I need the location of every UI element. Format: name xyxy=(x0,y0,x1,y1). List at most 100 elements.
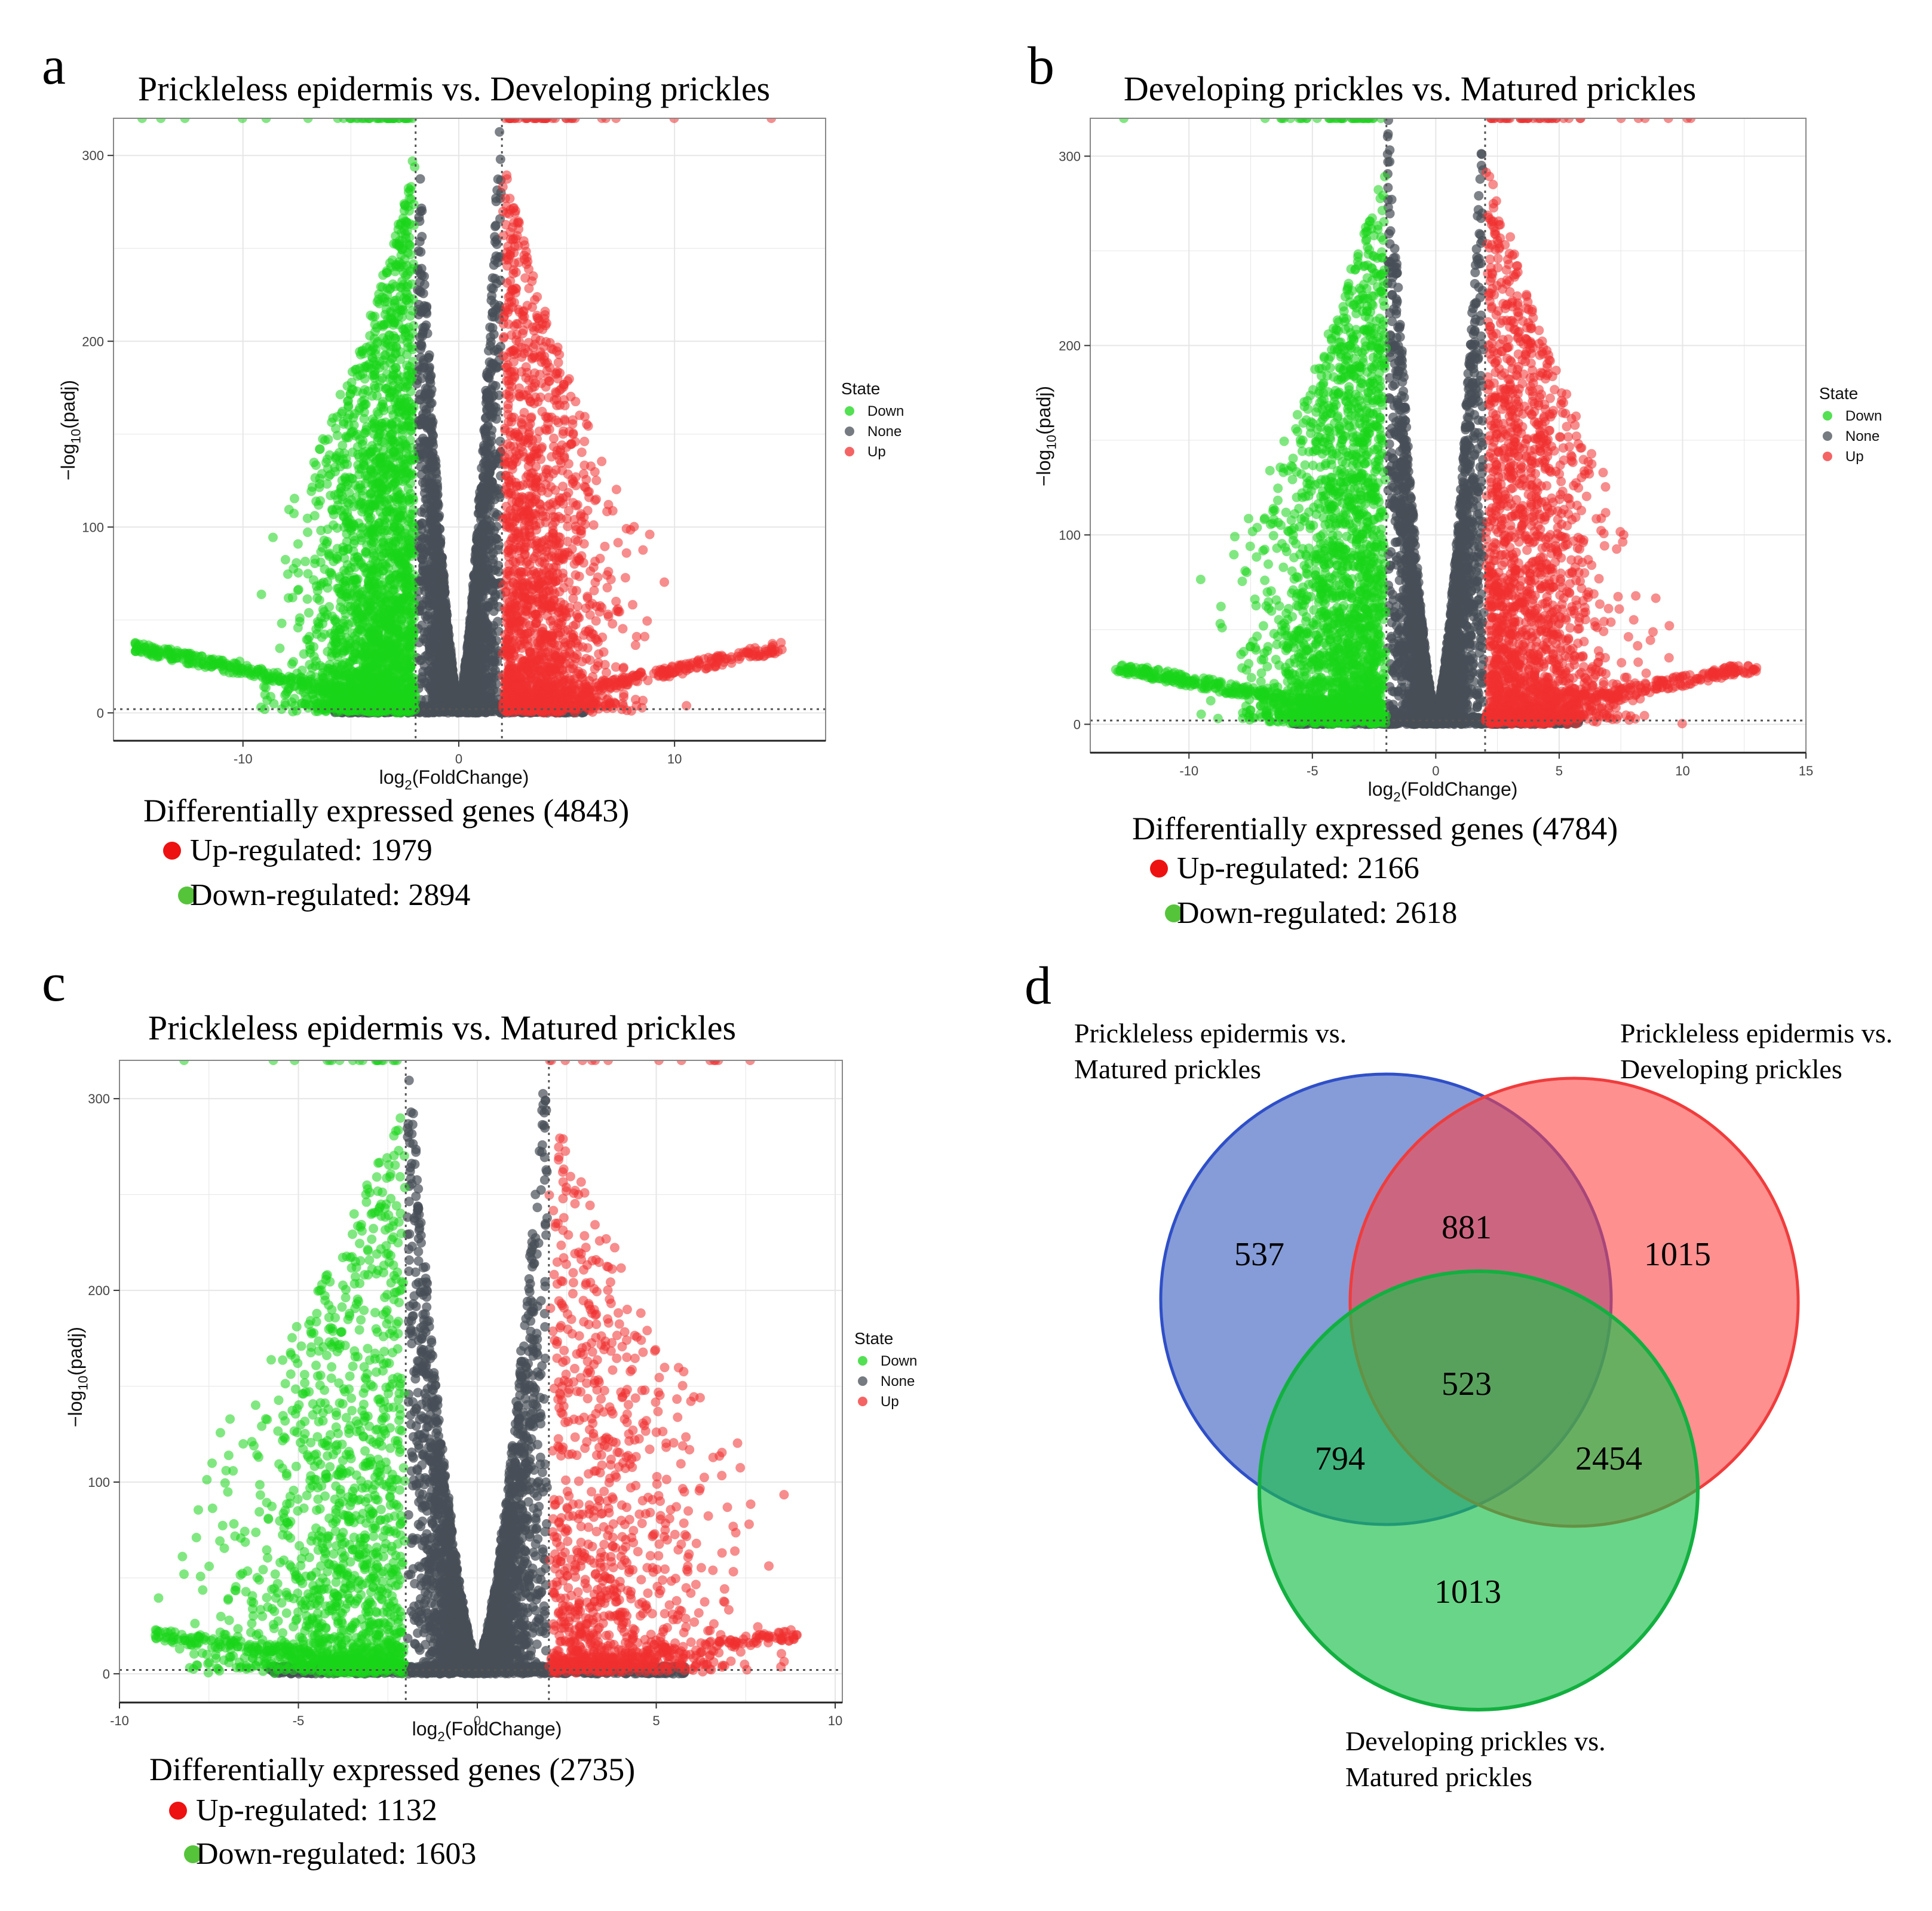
none-point xyxy=(423,444,433,455)
none-point xyxy=(416,203,427,213)
none-point xyxy=(443,637,453,647)
none-point xyxy=(486,404,496,414)
none-point xyxy=(482,391,492,401)
none-point xyxy=(419,488,430,498)
none-point xyxy=(486,443,496,453)
none-point xyxy=(456,699,466,709)
none-point xyxy=(429,625,439,635)
none-point xyxy=(426,529,436,539)
none-point xyxy=(416,470,427,480)
none-point xyxy=(444,658,454,668)
none-point xyxy=(489,655,499,665)
none-point xyxy=(459,676,470,686)
none-point xyxy=(432,706,442,716)
none-point xyxy=(441,671,452,681)
none-point xyxy=(486,623,496,633)
none-point xyxy=(480,492,490,502)
none-point xyxy=(489,508,499,518)
none-point xyxy=(470,570,480,581)
volcano-panel-a: a Prickleless epidermis vs. Developing pr… xyxy=(42,36,904,912)
none-point xyxy=(470,695,480,705)
none-point xyxy=(463,654,473,664)
none-point xyxy=(487,290,497,300)
none-point xyxy=(465,640,476,651)
none-point xyxy=(425,375,435,385)
none-point xyxy=(486,283,496,293)
none-point xyxy=(427,427,437,437)
none-point xyxy=(495,154,505,164)
none-point xyxy=(435,604,445,614)
none-point xyxy=(421,320,431,330)
none-point xyxy=(434,652,444,662)
none-point xyxy=(433,489,443,499)
none-point xyxy=(415,277,425,287)
none-point xyxy=(413,246,424,256)
none-point xyxy=(491,251,501,261)
none-point xyxy=(422,308,432,318)
none-point xyxy=(486,521,496,531)
none-point xyxy=(418,554,428,565)
none-point xyxy=(487,323,498,333)
none-point xyxy=(433,500,443,510)
none-point xyxy=(472,535,482,545)
none-point xyxy=(473,562,483,572)
down-point xyxy=(303,527,313,537)
none-point xyxy=(495,127,505,137)
none-point xyxy=(487,586,498,596)
none-point xyxy=(425,462,436,472)
none-point xyxy=(479,458,489,468)
down-point xyxy=(280,554,290,565)
none-point xyxy=(480,664,490,674)
none-point xyxy=(428,437,438,447)
none-point xyxy=(468,605,479,615)
none-point xyxy=(414,212,424,222)
none-point xyxy=(480,428,490,438)
down-point xyxy=(299,649,309,659)
none-point xyxy=(479,582,489,592)
none-point xyxy=(424,352,434,363)
none-point xyxy=(485,465,495,476)
none-point xyxy=(430,694,440,704)
none-point xyxy=(424,403,434,413)
none-point xyxy=(495,436,505,446)
panel-letter: a xyxy=(42,36,66,96)
none-point xyxy=(491,361,501,372)
down-point xyxy=(302,594,312,604)
none-point xyxy=(425,362,435,372)
down-point xyxy=(293,539,303,549)
none-point xyxy=(489,312,499,322)
none-point xyxy=(438,585,449,595)
none-point xyxy=(431,468,441,478)
none-point xyxy=(487,477,497,487)
none-point xyxy=(465,614,475,624)
none-point xyxy=(431,522,441,532)
none-point xyxy=(477,643,487,653)
none-point xyxy=(493,174,503,185)
none-point xyxy=(495,214,505,224)
none-point xyxy=(487,672,497,682)
none-point xyxy=(477,508,487,519)
none-point xyxy=(415,332,425,342)
none-point xyxy=(486,337,496,347)
none-point xyxy=(489,486,499,496)
none-point xyxy=(470,591,480,601)
down-point xyxy=(338,440,348,450)
none-point xyxy=(441,693,451,703)
none-point xyxy=(466,627,476,637)
down-point xyxy=(277,618,287,628)
none-point xyxy=(443,622,453,633)
none-point xyxy=(430,682,440,692)
none-point xyxy=(417,672,427,682)
none-point xyxy=(415,174,425,184)
none-point xyxy=(418,409,428,419)
none-point xyxy=(488,548,498,558)
none-point xyxy=(490,222,500,232)
none-point xyxy=(461,663,471,673)
none-point xyxy=(430,551,440,562)
none-point xyxy=(479,479,489,489)
none-point xyxy=(472,672,482,682)
plot-title: Prickleless epidermis vs. Developing pri… xyxy=(138,69,770,108)
none-point xyxy=(416,507,427,517)
none-point xyxy=(416,655,427,665)
